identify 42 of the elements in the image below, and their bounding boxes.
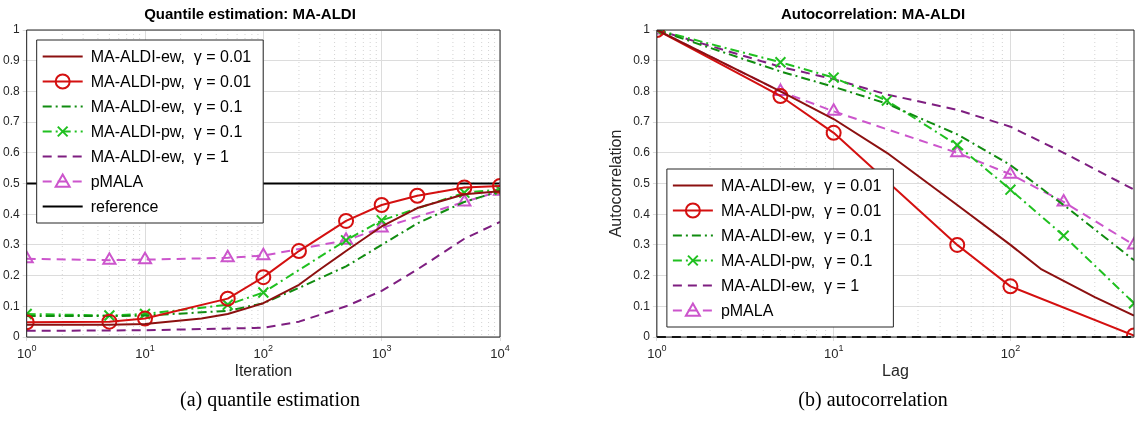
y-tick-label: 0.3 — [633, 237, 651, 252]
y-tick-label: 0.9 — [633, 53, 651, 68]
x-axis-title: Iteration — [234, 361, 293, 379]
y-tick-label: 0 — [12, 329, 20, 344]
y-tick-label: 0.9 — [2, 53, 20, 68]
y-tick-label: 0.6 — [633, 145, 651, 160]
y-tick-label: 0.8 — [633, 83, 651, 98]
legend-label: MA-ALDI-ew, γ = 0.1 — [720, 226, 873, 244]
y-tick-label: 0.6 — [2, 145, 20, 160]
y-tick-label: 0.8 — [2, 83, 20, 98]
y-tick-label: 0.7 — [2, 114, 20, 129]
legend-label: MA-ALDI-ew, γ = 0.01 — [90, 47, 252, 65]
y-tick-label: 0.3 — [2, 237, 20, 252]
y-tick-label: 0.5 — [633, 175, 651, 190]
text: (a) quantile estimation — [179, 388, 361, 411]
legend-label: MA-ALDI-pw, γ = 0.1 — [90, 122, 243, 140]
y-tick-label: 0.2 — [2, 267, 20, 282]
chart-title: Quantile estimation: MA-ALDI — [144, 5, 356, 23]
y-tick-label: 0.1 — [2, 298, 20, 313]
legend-label: MA-ALDI-pw, γ = 0.01 — [720, 201, 882, 219]
y-tick-label: 0.4 — [633, 206, 651, 221]
legend-label: MA-ALDI-pw, γ = 0.1 — [720, 251, 873, 269]
legend-label: MA-ALDI-pw, γ = 0.01 — [90, 72, 252, 90]
legend-label: pMALA — [90, 172, 144, 190]
legend-label: MA-ALDI-ew, γ = 0.01 — [720, 176, 882, 194]
y-tick-label: 1 — [12, 22, 20, 37]
chart-title: Autocorrelation: MA-ALDI — [780, 5, 966, 23]
y-tick-label: 0.1 — [633, 298, 651, 313]
y-tick-label: 0.2 — [633, 267, 651, 282]
x-axis-title: Lag — [882, 361, 909, 379]
text: (b) autocorrelation — [797, 388, 949, 411]
legend-label: MA-ALDI-ew, γ = 0.1 — [90, 97, 243, 115]
y-tick-label: 0 — [643, 329, 651, 344]
legend-label: MA-ALDI-ew, γ = 1 — [90, 147, 230, 165]
legend-label: pMALA — [720, 301, 774, 319]
y-tick-label: 0.5 — [2, 175, 20, 190]
y-axis-title: Autocorrelation — [607, 129, 625, 238]
legend-label: MA-ALDI-ew, γ = 1 — [720, 276, 860, 294]
y-tick-label: 0.7 — [633, 114, 651, 129]
y-tick-label: 1 — [643, 22, 651, 37]
y-tick-label: 0.4 — [2, 206, 20, 221]
legend-label: reference — [90, 197, 159, 215]
